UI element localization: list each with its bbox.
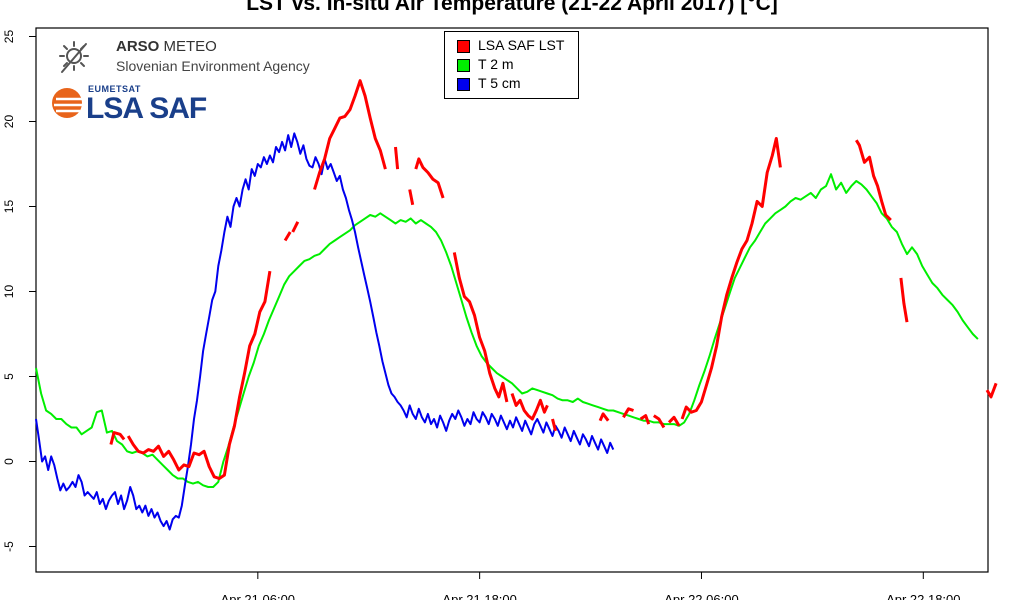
legend-item-lst: LSA SAF LST (457, 37, 564, 55)
arso-logo: ARSO METEO Slovenian Environment Agency (56, 38, 310, 83)
series-segment-lst (899, 277, 909, 323)
x-tick-label: Apr 21 06:00 (221, 592, 295, 600)
legend-item-t5cm: T 5 cm (457, 75, 521, 93)
sun-cloud-icon (59, 41, 89, 73)
legend-swatch-green (457, 58, 470, 72)
series-segment-lst (126, 270, 272, 480)
series-segment-lst (283, 231, 292, 242)
legend-swatch-red (457, 39, 470, 53)
series-segment-lst (680, 137, 782, 420)
legend-swatch-blue (457, 77, 470, 91)
series-segment-lst (510, 393, 549, 421)
arso-subtitle: Slovenian Environment Agency (116, 58, 310, 74)
lsa-saf-logo: EUMETSAT LSA SAF (50, 84, 207, 125)
series-segment-lst (598, 412, 610, 422)
y-tick-label: 25 (2, 30, 16, 44)
series-segment-lst (408, 189, 415, 206)
series-segment-lst (652, 414, 666, 429)
lsa-saf-label: LSA SAF (86, 92, 207, 125)
legend: LSA SAF LST T 2 m T 5 cm (444, 31, 579, 99)
y-tick-label: 20 (2, 115, 16, 129)
series-segment-lst (414, 157, 445, 199)
x-tick-label: Apr 22 06:00 (664, 592, 738, 600)
y-tick-label: -5 (2, 541, 16, 552)
series-segment-lst (639, 414, 651, 425)
series-line-t2m (35, 173, 979, 488)
y-tick-label: 10 (2, 285, 16, 299)
series-segment-lst (855, 139, 892, 222)
arso-name: ARSO METEO (116, 38, 217, 55)
series-segment-lst (985, 382, 998, 399)
series-segment-lst (313, 79, 387, 190)
series-segment-lst (291, 221, 300, 233)
y-tick-label: 5 (2, 373, 16, 380)
x-tick-label: Apr 21 18:00 (442, 592, 516, 600)
series-segment-lst (551, 418, 557, 432)
chart-title: LST vs. In-situ Air Temperature (21-22 A… (246, 0, 778, 15)
y-tick-label: 15 (2, 200, 16, 214)
series-segment-lst (109, 431, 126, 445)
series-line-t5cm (35, 132, 615, 531)
plot-frame (35, 27, 989, 573)
eumetsat-label: EUMETSAT (88, 84, 141, 94)
x-tick-label: Apr 22 18:00 (886, 592, 960, 600)
lsa-saf-globe-icon (52, 88, 82, 118)
y-tick-label: 0 (2, 458, 16, 465)
legend-item-t2m: T 2 m (457, 56, 514, 74)
series-segment-lst (667, 415, 681, 427)
series-segment-lst (622, 407, 634, 419)
series-segment-lst (452, 252, 509, 403)
series-segment-lst (394, 146, 400, 170)
